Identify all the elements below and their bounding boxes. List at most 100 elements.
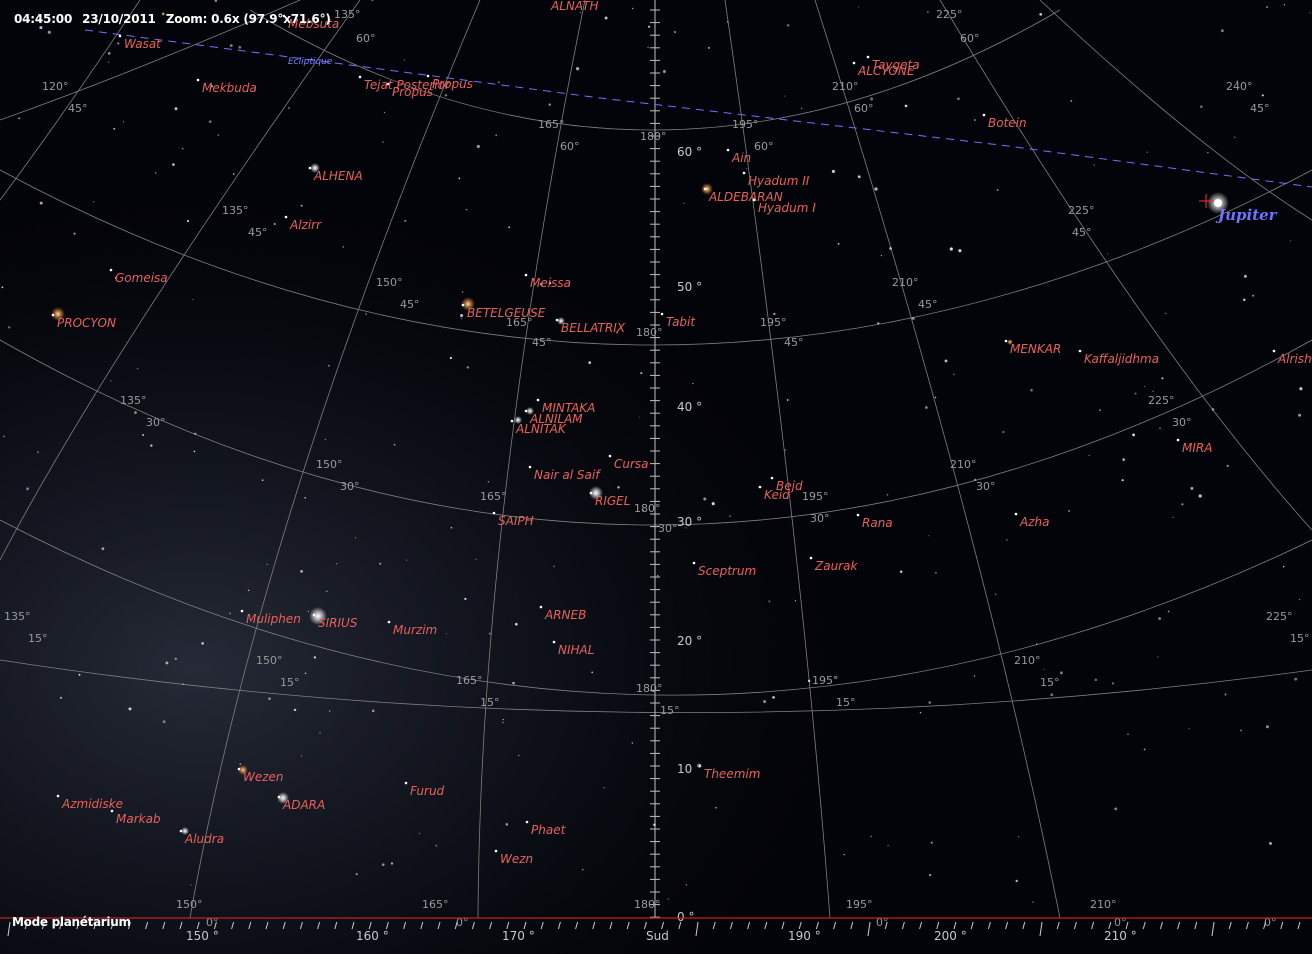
star-label-43[interactable]: Murzim [393,623,437,637]
star-label-46[interactable]: ADARA [282,798,325,812]
grid-label: 135° [222,204,249,217]
star-label-17[interactable]: ALNITAK [515,422,567,436]
jupiter-planet[interactable] [1199,192,1229,214]
grid-label: 30° [976,480,996,493]
star-label-3[interactable]: Mekbuda [202,81,257,95]
star-dot [386,82,390,86]
grid-label: 165° [422,898,449,911]
wezen-star[interactable] [238,765,248,775]
star-label-39[interactable]: ARNEB [544,608,586,622]
star-label-6[interactable]: Propus [392,85,433,99]
star-label-12[interactable]: BETELGEUSE [467,306,546,320]
star-label-23[interactable]: Hyadum II [748,174,810,188]
aludra-star[interactable] [181,827,189,835]
star-label-44[interactable]: Theemim [704,767,760,781]
azimuth-label: 200 ° [934,929,967,943]
grid-label: 0° [456,916,469,929]
faint-stars [1,0,1311,903]
star-label-15[interactable]: MINTAKA [542,401,595,415]
azimuth-label: 160 ° [356,929,389,943]
star-label-31[interactable]: Alrisha [1277,352,1312,366]
aldebaran-star[interactable] [701,183,713,195]
star-label-4[interactable]: Tejat Posterior [364,78,451,92]
star-label-33[interactable]: Bejd [776,479,803,493]
status-date: 23/10/2011 [82,12,156,26]
mintaka-star[interactable] [526,407,534,415]
sirius-star[interactable] [309,607,327,625]
star-label-32[interactable]: MIRA [1182,441,1212,455]
star-label-2[interactable]: Mebsuta [288,17,339,31]
star-label-18[interactable]: Cursa [614,457,649,471]
star-label-13[interactable]: BELLATRIX [561,321,626,335]
star-label-42[interactable]: SIRIUS [318,616,358,630]
star-label-21[interactable]: SAIPH [498,514,534,528]
star-label-48[interactable]: Azmidiske [61,797,123,811]
star-label-7[interactable]: ALHENA [313,169,363,183]
grid-label: 150° [176,898,203,911]
status-time: 04:45:00 [14,12,73,26]
grid-label: 135° [4,610,31,623]
star-label-19[interactable]: Nair al Saif [534,468,601,482]
star-label-25[interactable]: Hyadum I [758,201,816,215]
grid-label: 45° [248,226,268,239]
star-label-11[interactable]: Meissa [530,276,571,290]
star-label-24[interactable]: ALDEBARAN [708,190,783,204]
grid-label: 15° [836,696,856,709]
grid-label: 210° [892,276,919,289]
star-label-26[interactable]: Taygeta [872,58,920,72]
star-dot [589,491,593,495]
grid-label: 45° [784,336,804,349]
star-label-51[interactable]: Phaet [531,823,567,837]
star-dot [726,148,730,152]
star-label-0[interactable]: ALNATH [550,0,599,13]
menkar-star[interactable] [1007,339,1013,345]
star-label-16[interactable]: ALNILAM [529,412,583,426]
star-label-35[interactable]: Rana [862,516,893,530]
star-dot [742,171,746,175]
star-label-10[interactable]: PROCYON [57,316,116,330]
star-label-9[interactable]: Gomeisa [115,271,168,285]
alnilam-star[interactable] [514,416,522,424]
star-label-34[interactable]: Keid [764,488,790,502]
star-label-14[interactable]: Tabit [666,315,696,329]
betelgeuse-star[interactable] [461,297,475,311]
grid-label: 180° [634,898,661,911]
star-label-5[interactable]: Propus [432,77,473,91]
star-label-30[interactable]: Kaffaljidhma [1084,352,1159,366]
star-label-52[interactable]: Wezn [500,852,533,866]
grid-label: 180° [634,502,661,515]
grid-label: 30° [810,512,830,525]
adara-star[interactable] [277,792,289,804]
star-label-27[interactable]: ALCYONE [857,64,915,78]
grid-label: 45° [1072,226,1092,239]
star-dot [692,561,696,565]
star-label-40[interactable]: NIHAL [558,643,594,657]
star-dot [555,318,559,322]
star-dot [110,809,114,813]
star-label-47[interactable]: Furud [410,784,445,798]
star-label-49[interactable]: Markab [116,812,161,826]
star-label-41[interactable]: Muliphen [246,612,301,626]
grid-label: 150° [316,458,343,471]
star-dot [552,640,556,644]
star-dot [703,187,707,191]
star-dot [237,767,241,771]
star-label-22[interactable]: Ain [731,151,751,165]
alhena-star[interactable] [310,163,320,173]
grid-label: 225° [1148,394,1175,407]
procyon-star[interactable] [51,307,65,321]
star-label-45[interactable]: Wezen [243,770,284,784]
bellatrix-star[interactable] [557,317,565,325]
star-label-20[interactable]: RIGEL [595,494,630,508]
star-label-29[interactable]: MENKAR [1010,342,1061,356]
star-label-8[interactable]: Alzirr [289,218,322,232]
altitude-label: 30 ° [677,515,702,529]
rigel-star[interactable] [589,486,603,500]
star-label-38[interactable]: Sceptrum [698,564,756,578]
star-label-1[interactable]: Wasat [124,37,162,51]
star-label-50[interactable]: Aludra [184,832,224,846]
star-label-36[interactable]: Azha [1019,515,1049,529]
star-label-28[interactable]: Botein [988,116,1027,130]
star-label-37[interactable]: Zaurak [814,559,858,573]
